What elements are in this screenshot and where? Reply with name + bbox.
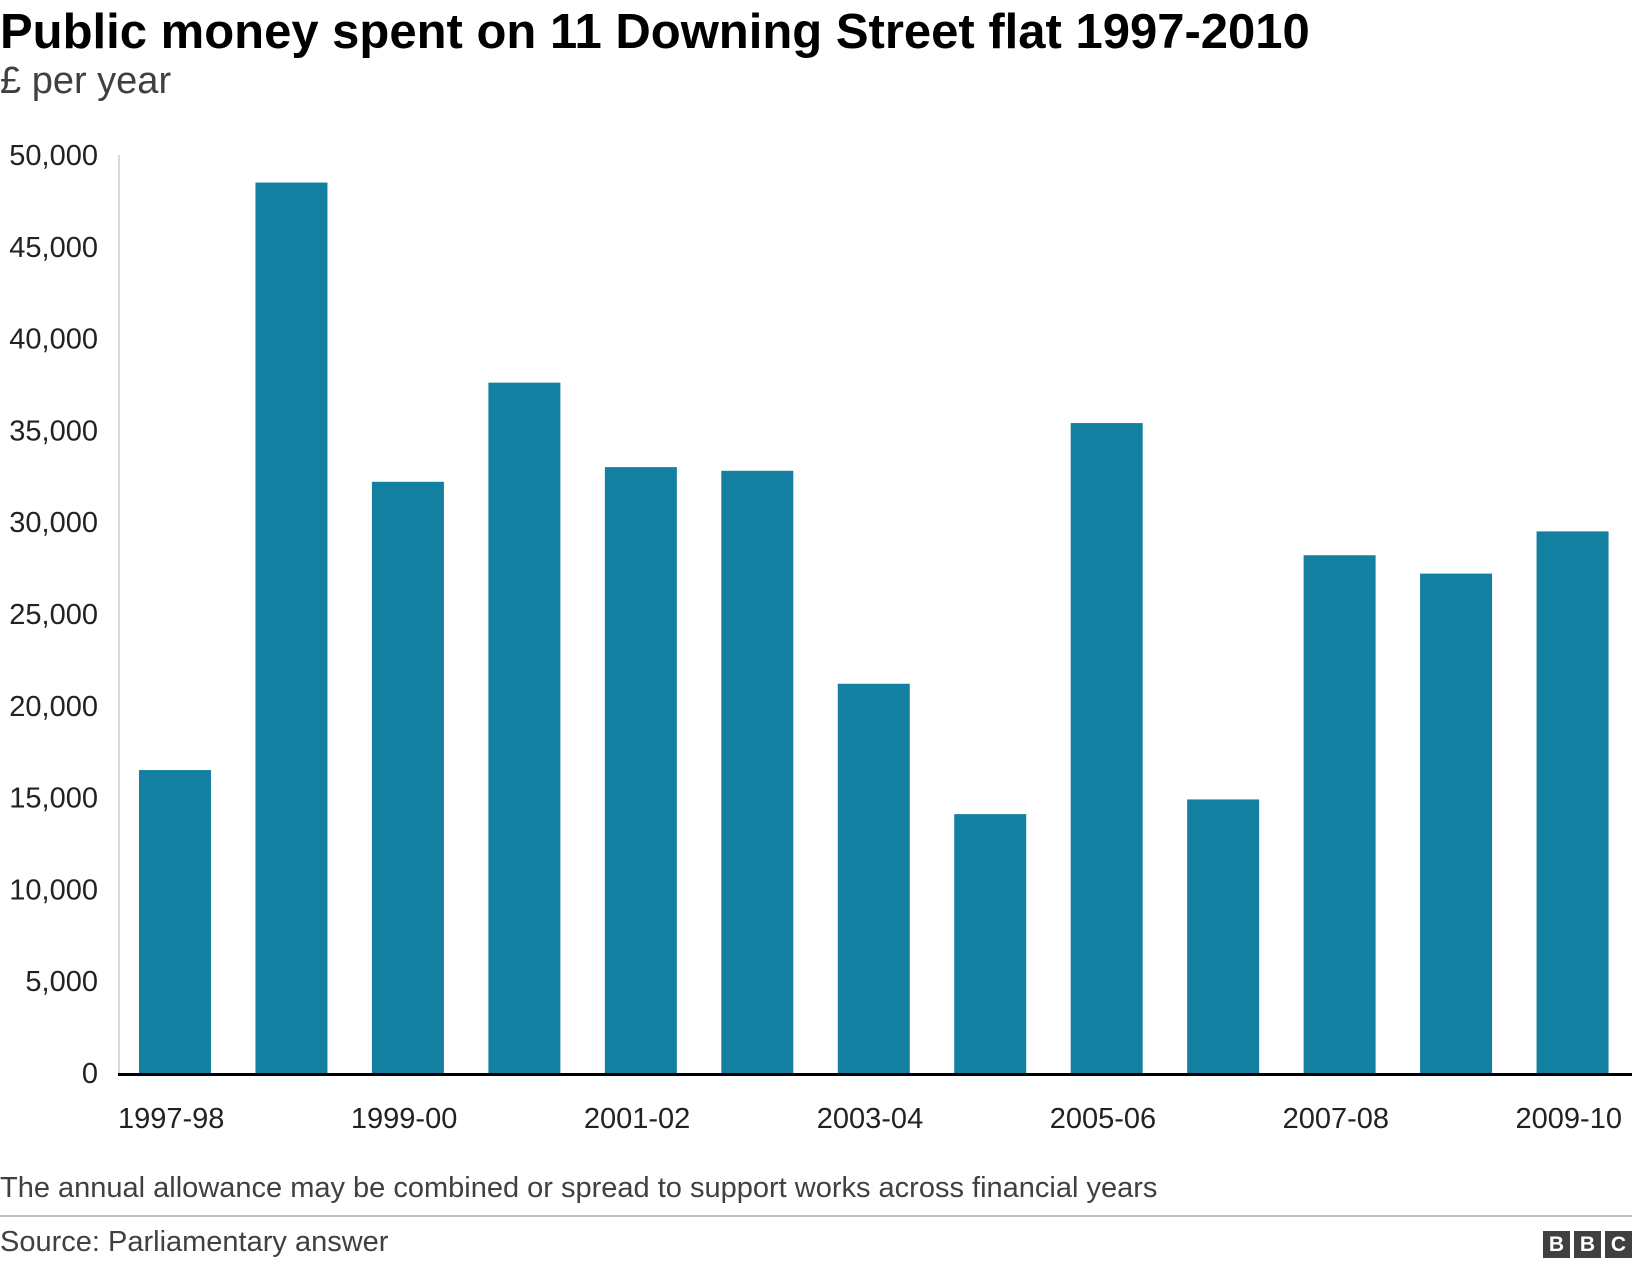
bar xyxy=(488,382,561,1073)
bar xyxy=(1187,799,1260,1073)
chart-subtitle: £ per year xyxy=(0,60,172,102)
chart-note: The annual allowance may be combined or … xyxy=(0,1172,1158,1204)
bar xyxy=(371,481,444,1074)
y-tick-label: 20,000 xyxy=(9,691,98,723)
y-tick-label: 0 xyxy=(82,1058,98,1090)
bar xyxy=(255,182,328,1073)
x-tick-label: 1999-00 xyxy=(351,1103,457,1135)
bar xyxy=(1536,531,1609,1073)
y-tick-label: 10,000 xyxy=(9,874,98,906)
chart-title: Public money spent on 11 Downing Street … xyxy=(0,5,1310,59)
bar xyxy=(837,683,910,1073)
bar xyxy=(1420,573,1493,1073)
x-tick-label: 1997-98 xyxy=(118,1103,224,1135)
bar-chart-svg: 0 5,000 10,000 15,000 20,000 25,000 30,000 35,0… xyxy=(9,140,1632,1135)
footer-divider xyxy=(0,1215,1632,1217)
bars xyxy=(139,182,1609,1074)
bar xyxy=(604,467,677,1073)
bbc-logo-letter: B xyxy=(1574,1231,1601,1258)
y-axis: 0 5,000 10,000 15,000 20,000 25,000 30,000 35,0… xyxy=(9,140,120,1090)
y-tick-label: 15,000 xyxy=(9,783,98,815)
bbc-logo: B B C xyxy=(1543,1231,1632,1258)
x-tick-label: 2005-06 xyxy=(1050,1103,1156,1135)
x-tick-label: 2001-02 xyxy=(584,1103,690,1135)
y-tick-label: 35,000 xyxy=(9,415,98,447)
y-tick-label: 40,000 xyxy=(9,324,98,356)
bar xyxy=(1070,423,1143,1073)
y-tick-label: 45,000 xyxy=(9,232,98,264)
bar xyxy=(721,470,794,1073)
x-tick-label: 2003-04 xyxy=(817,1103,923,1135)
bar xyxy=(139,770,211,1073)
source-text: Source: Parliamentary answer xyxy=(0,1226,389,1258)
y-tick-label: 30,000 xyxy=(9,507,98,539)
bbc-logo-letter: B xyxy=(1543,1231,1570,1258)
x-tick-label: 2009-10 xyxy=(1516,1103,1622,1135)
y-tick-label: 50,000 xyxy=(9,140,98,172)
bar xyxy=(1303,555,1376,1073)
bbc-logo-letter: C xyxy=(1605,1231,1632,1258)
x-tick-label: 2007-08 xyxy=(1283,1103,1389,1135)
y-tick-label: 25,000 xyxy=(9,599,98,631)
bar-chart: 0 5,000 10,000 15,000 20,000 25,000 30,000 35,0… xyxy=(0,130,1632,1140)
y-tick-label: 5,000 xyxy=(25,966,98,998)
bar xyxy=(954,814,1027,1073)
x-axis: 1997-98 1999-00 2001-02 2003-04 2005-06 2007-… xyxy=(118,1073,1632,1135)
